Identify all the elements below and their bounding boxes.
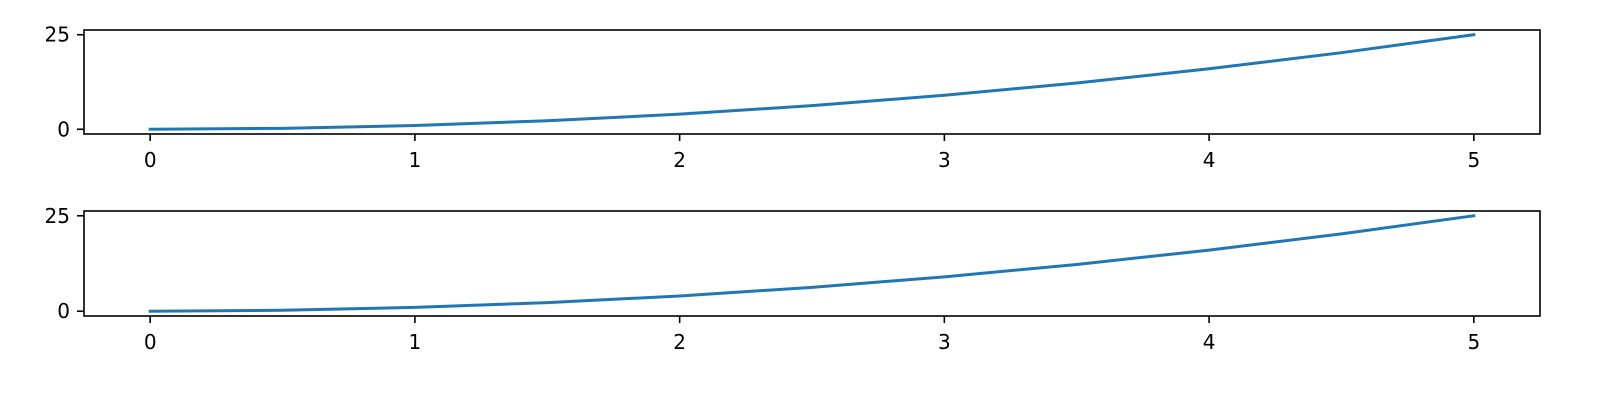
subplot-1: 0 1 2 3 4 5 0 25	[45, 23, 1541, 172]
axes-frame	[83, 210, 1541, 317]
x-tick-label: 2	[673, 330, 686, 354]
x-tick-label: 4	[1203, 148, 1216, 172]
x-tick-label: 2	[673, 148, 686, 172]
x-tick-label: 3	[938, 148, 951, 172]
x-tick-label: 1	[409, 330, 422, 354]
y-tick-label: 0	[57, 299, 70, 323]
y-tick-label: 25	[45, 23, 70, 47]
subplot-2: 0 1 2 3 4 5 0 25	[45, 204, 1541, 354]
x-tick-label: 4	[1203, 330, 1216, 354]
x-tick-label: 3	[938, 330, 951, 354]
x-tick-label: 0	[144, 148, 157, 172]
x-tick-label: 0	[144, 330, 157, 354]
x-tick-label: 5	[1467, 330, 1480, 354]
series-line-1	[148, 33, 1476, 131]
axes-frame	[83, 29, 1541, 135]
x-tick-label: 5	[1467, 148, 1480, 172]
x-tick-label: 1	[409, 148, 422, 172]
y-tick-label: 25	[45, 204, 70, 228]
y-tick-label: 0	[57, 117, 70, 141]
series-line-1	[148, 214, 1476, 313]
